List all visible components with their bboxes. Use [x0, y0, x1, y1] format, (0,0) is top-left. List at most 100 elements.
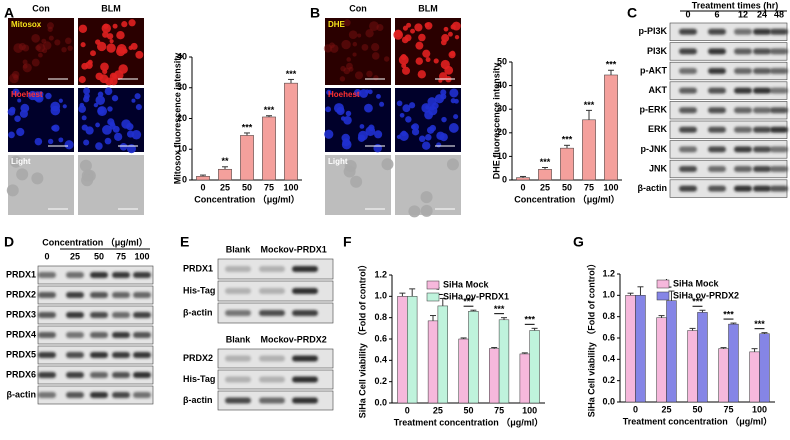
band	[753, 185, 771, 192]
lane-label: Blank	[226, 334, 252, 344]
band	[90, 332, 108, 338]
cell	[116, 30, 125, 40]
band	[734, 87, 752, 94]
band	[133, 332, 151, 338]
cell	[410, 28, 415, 34]
cell	[64, 37, 72, 45]
cell	[453, 114, 459, 120]
x-tick-label: 50	[692, 404, 702, 414]
row-label: PRDX4	[6, 329, 36, 339]
bar	[407, 296, 418, 404]
band	[133, 312, 151, 318]
x-tick-label: 25	[540, 182, 550, 192]
bar	[529, 330, 540, 404]
cell	[95, 142, 103, 150]
cell	[135, 50, 144, 59]
cell	[366, 70, 373, 78]
cell	[47, 26, 53, 32]
x-axis-label: Concentration （μg/ml）	[194, 194, 300, 204]
significance: ***	[692, 297, 703, 307]
cell	[406, 22, 412, 28]
band	[133, 392, 151, 398]
lane-label: Mock	[260, 334, 284, 344]
blot-title: Concentration （μg/ml）	[42, 237, 148, 247]
band	[66, 292, 84, 298]
row-label: His-Tag	[183, 285, 215, 295]
legend-label: SiHa ov-PRDX2	[673, 290, 739, 300]
cell	[121, 21, 128, 28]
y-tick-label: 0.8	[374, 312, 387, 322]
cell	[79, 102, 85, 108]
cell	[454, 34, 460, 40]
column-label: BLM	[418, 3, 438, 13]
cell	[443, 26, 449, 32]
cell	[364, 103, 373, 113]
x-tick-label: 50	[242, 182, 252, 192]
band	[259, 397, 285, 404]
band	[679, 107, 697, 114]
legend-swatch	[656, 291, 670, 301]
lane-label: ov-PRDX1	[283, 244, 327, 254]
band	[679, 68, 697, 74]
x-tick-label: 100	[603, 182, 618, 192]
band	[753, 68, 771, 74]
bar	[635, 295, 646, 403]
lane-label: Blank	[226, 244, 252, 254]
band	[708, 28, 726, 35]
cell	[446, 158, 459, 171]
cell	[9, 155, 22, 168]
band	[753, 126, 771, 133]
cell	[343, 19, 351, 27]
cell	[352, 52, 357, 57]
band	[708, 87, 726, 94]
cell	[122, 48, 128, 54]
band	[259, 310, 285, 316]
significance: ***	[540, 157, 551, 167]
band	[90, 272, 108, 278]
bar	[498, 319, 510, 404]
cell	[85, 126, 94, 135]
cell	[103, 23, 109, 29]
band	[38, 272, 56, 278]
cell	[393, 30, 404, 40]
band	[734, 166, 752, 172]
cell	[415, 41, 424, 50]
band	[66, 352, 84, 358]
band	[770, 28, 788, 35]
band	[225, 288, 251, 294]
cell	[421, 141, 431, 150]
cell	[12, 88, 20, 96]
significance: ***	[584, 100, 595, 110]
cell	[383, 56, 390, 62]
y-tick-label: 0.6	[602, 332, 615, 342]
cell	[97, 91, 104, 98]
cell	[444, 65, 454, 75]
x-tick-label: 0	[520, 182, 525, 192]
cell	[440, 89, 447, 96]
cell	[414, 23, 423, 32]
cell	[121, 119, 131, 129]
band	[708, 185, 726, 192]
band	[112, 352, 130, 358]
y-tick-label: 0.4	[374, 355, 387, 365]
row-label: PRDX3	[6, 309, 36, 319]
cell	[102, 31, 109, 38]
significance: ***	[562, 135, 573, 145]
band	[38, 332, 56, 338]
y-tick-label: 1.0	[374, 291, 387, 301]
cell	[95, 95, 106, 106]
cell	[449, 88, 459, 98]
row-label: p-PI3K	[638, 26, 667, 36]
band	[734, 126, 752, 133]
row-label: DHE	[328, 20, 346, 29]
cell	[440, 93, 447, 100]
cell	[48, 35, 54, 41]
significance: ***	[494, 304, 505, 314]
cell	[134, 93, 141, 100]
cell	[8, 131, 15, 139]
cell	[58, 137, 64, 143]
cell	[426, 126, 435, 134]
row-label: β-actin	[183, 395, 213, 405]
cell	[93, 102, 99, 108]
cell	[38, 52, 43, 58]
